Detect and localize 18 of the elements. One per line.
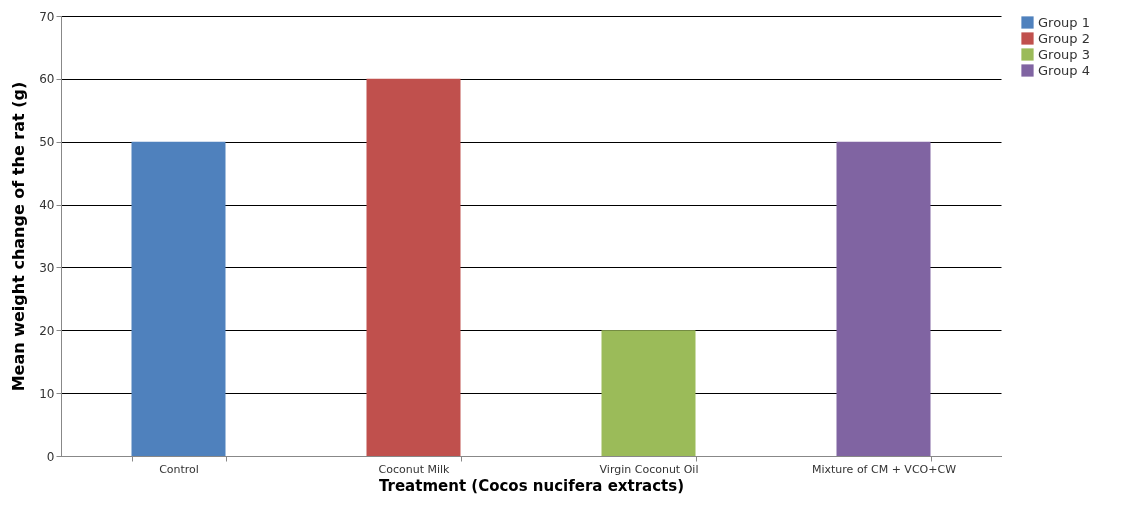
y-tick-label: 50 bbox=[39, 135, 55, 150]
legend-label: Group 4 bbox=[1038, 62, 1090, 78]
legend-label: Group 1 bbox=[1038, 14, 1090, 30]
x-tick-label: Coconut Milk bbox=[378, 462, 451, 476]
legend-label: Group 3 bbox=[1038, 46, 1090, 62]
y-tick-label: 40 bbox=[39, 198, 55, 213]
y-tick-label: 0 bbox=[46, 449, 55, 464]
y-tick-label: 20 bbox=[39, 323, 55, 338]
y-tick-label: 10 bbox=[39, 386, 55, 401]
x-tick-label: Mixture of CM + VCO+CW bbox=[811, 462, 957, 476]
x-tick-label: Virgin Coconut Oil bbox=[599, 462, 699, 476]
y-tick-label: 60 bbox=[39, 72, 55, 87]
y-axis-title: Mean weight change of the rat (g) bbox=[9, 81, 29, 392]
y-tick-label: 30 bbox=[39, 260, 55, 275]
x-axis-title: Treatment (Cocos nucifera extracts) bbox=[378, 476, 685, 495]
legend-label: Group 2 bbox=[1038, 30, 1090, 46]
x-tick-label: Control bbox=[159, 462, 199, 476]
y-tick-label: 70 bbox=[39, 9, 55, 24]
